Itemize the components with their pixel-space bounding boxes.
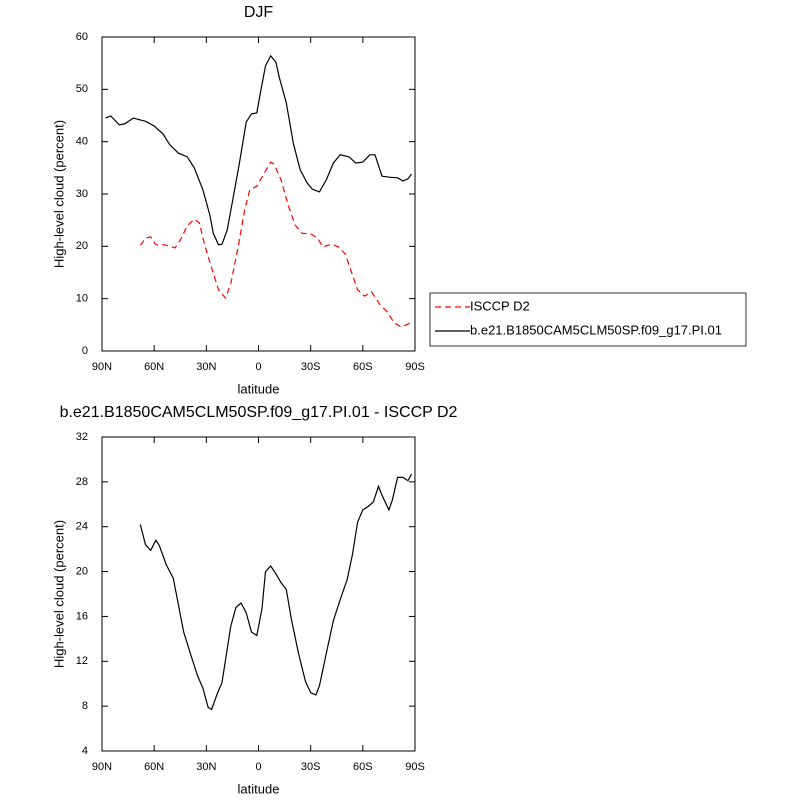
- y-tick-label: 10: [76, 293, 88, 305]
- y-tick-label: 40: [76, 136, 88, 148]
- y-axis-label: High-level cloud (percent): [51, 520, 66, 668]
- x-tick-label: 0: [255, 361, 261, 373]
- data-line: [105, 54, 412, 246]
- y-axis-label: High-level cloud (percent): [51, 120, 66, 268]
- x-tick-label: 60N: [144, 761, 164, 773]
- x-tick-label: 90N: [92, 761, 112, 773]
- x-tick-label: 60N: [144, 361, 164, 373]
- y-tick-label: 30: [76, 188, 88, 200]
- y-tick-label: 50: [76, 83, 88, 95]
- data-line: [139, 161, 412, 328]
- y-tick-label: 16: [76, 610, 88, 622]
- y-tick-label: 8: [82, 700, 88, 712]
- plot-frame: [101, 436, 416, 752]
- chart-title: DJF: [244, 4, 274, 21]
- x-tick-label: 90S: [405, 361, 425, 373]
- y-tick-label: 60: [76, 31, 88, 43]
- legend-label: ISCCP D2: [470, 298, 530, 313]
- x-axis-label: latitude: [238, 781, 280, 796]
- x-tick-label: 60S: [353, 361, 373, 373]
- x-axis-label: latitude: [238, 381, 280, 396]
- legend-box: [429, 292, 747, 347]
- y-tick-label: 12: [76, 655, 88, 667]
- x-tick-label: 90N: [92, 361, 112, 373]
- x-tick-label: 30S: [301, 361, 321, 373]
- y-tick-label: 0: [82, 345, 88, 357]
- y-tick-label: 32: [76, 431, 88, 443]
- y-tick-label: 20: [76, 565, 88, 577]
- y-tick-label: 4: [82, 745, 88, 757]
- y-tick-label: 24: [76, 521, 88, 533]
- y-tick-label: 20: [76, 240, 88, 252]
- y-tick-label: 28: [76, 476, 88, 488]
- chart-title: b.e21.B1850CAM5CLM50SP.f09_g17.PI.01 - I…: [60, 404, 458, 421]
- x-tick-label: 0: [255, 761, 261, 773]
- x-tick-label: 60S: [353, 761, 373, 773]
- x-tick-label: 90S: [405, 761, 425, 773]
- x-tick-label: 30S: [301, 761, 321, 773]
- x-tick-label: 30N: [196, 361, 216, 373]
- data-line: [139, 473, 413, 711]
- x-tick-label: 30N: [196, 761, 216, 773]
- legend-label: b.e21.B1850CAM5CLM50SP.f09_g17.PI.01: [470, 322, 722, 337]
- plot-frame: [101, 36, 416, 352]
